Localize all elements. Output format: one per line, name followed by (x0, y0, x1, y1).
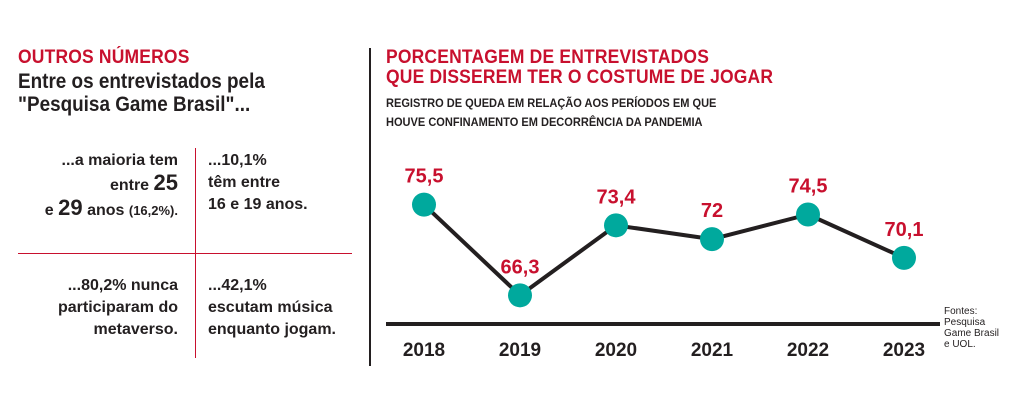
data-point-2021 (700, 227, 724, 252)
stat2-line1: ...10,1% (208, 152, 267, 169)
stat4-line2: escutam música (208, 299, 333, 316)
stat3-line1: ...80,2% nunca (67, 277, 178, 294)
x-tick-2023: 2023 (883, 340, 925, 361)
data-label-2022: 74,5 (789, 176, 828, 198)
stat1-line2-text: entre (109, 177, 154, 194)
stat1-line3-unit: anos (82, 202, 129, 219)
data-label-2021: 72 (701, 200, 723, 222)
source-line3: Game Brasil (944, 328, 1000, 339)
data-label-2020: 73,4 (597, 186, 637, 208)
stat1-percent: (16,2%). (128, 203, 178, 218)
x-tick-2021: 2021 (691, 340, 734, 361)
data-point-2020 (604, 213, 628, 238)
grid-horizontal-divider (18, 253, 352, 254)
x-tick-2019: 2019 (499, 340, 541, 361)
source-line2: Pesquisa (944, 317, 986, 328)
source-note: Fontes: Pesquisa Game Brasil e UOL. (944, 306, 1014, 350)
stat1-age-max: 29 (58, 195, 83, 220)
stat-music: ...42,1% escutam música enquanto jogam. (208, 275, 358, 341)
chart-title-line1: PORCENTAGEM DE ENTREVISTADOS (386, 47, 710, 68)
stat-age-16-19: ...10,1% têm entre 16 e 19 anos. (208, 150, 358, 216)
stat2-line3: 16 e 19 anos. (208, 196, 308, 213)
chart-title-line2: QUE DISSEREM TER O COSTUME DE JOGAR (386, 67, 774, 88)
chart-header: PORCENTAGEM DE ENTREVISTADOS QUE DISSERE… (386, 48, 1006, 132)
chart-subtitle-line1: REGISTRO DE QUEDA EM RELAÇÃO AOS PERÍODO… (386, 96, 717, 110)
source-line1: Fontes: (944, 306, 978, 317)
stat1-line3-text: e (44, 202, 59, 219)
stat1-line1: ...a maioria tem (61, 152, 179, 169)
left-panel: OUTROS NÚMEROS Entre os entrevistados pe… (18, 47, 358, 117)
chart-subtitle-line2: HOUVE CONFINAMENTO EM DECORRÊNCIA DA PAN… (386, 115, 703, 129)
left-title: OUTROS NÚMEROS (18, 47, 190, 68)
series-line (422, 203, 905, 298)
stat4-line1: ...42,1% (208, 277, 267, 294)
x-tick-2022: 2022 (787, 340, 829, 361)
x-axis-line (386, 322, 940, 326)
stat-age-majority: ...a maioria tem entre 25 e 29 anos (16,… (18, 150, 178, 222)
data-label-2023: 70,1 (885, 219, 924, 241)
stat4-line3: enquanto jogam. (208, 321, 336, 338)
data-label-2018: 75,5 (405, 166, 444, 188)
data-point-2022 (796, 202, 820, 227)
stat-metaverse: ...80,2% nunca participaram do metaverso… (18, 275, 178, 341)
left-subtitle-line2: "Pesquisa Game Brasil"... (18, 93, 251, 116)
left-subtitle-line1: Entre os entrevistados pela (18, 70, 265, 93)
stats-grid: ...a maioria tem entre 25 e 29 anos (16,… (18, 138, 352, 370)
data-point-2019 (508, 283, 532, 308)
stat1-age-min: 25 (153, 170, 178, 195)
stat3-line3: metaverso. (93, 321, 179, 338)
stat2-line2: têm entre (208, 174, 281, 191)
vertical-divider (369, 48, 371, 366)
line-chart: 75,5 2018 66,3 2019 73,4 2020 72 2021 74,5 2022 70… (386, 166, 940, 361)
data-label-2019: 66,3 (501, 256, 540, 278)
stat1-line3: e 29 anos (16,2%). (18, 197, 178, 222)
stat3-line2: participaram do (57, 299, 178, 316)
stat1-line2: entre 25 (18, 172, 178, 197)
data-point-2018 (412, 192, 436, 217)
x-tick-2018: 2018 (403, 340, 445, 361)
source-line4: e UOL. (944, 339, 976, 350)
data-point-2023 (892, 245, 916, 270)
x-tick-2020: 2020 (595, 340, 637, 361)
